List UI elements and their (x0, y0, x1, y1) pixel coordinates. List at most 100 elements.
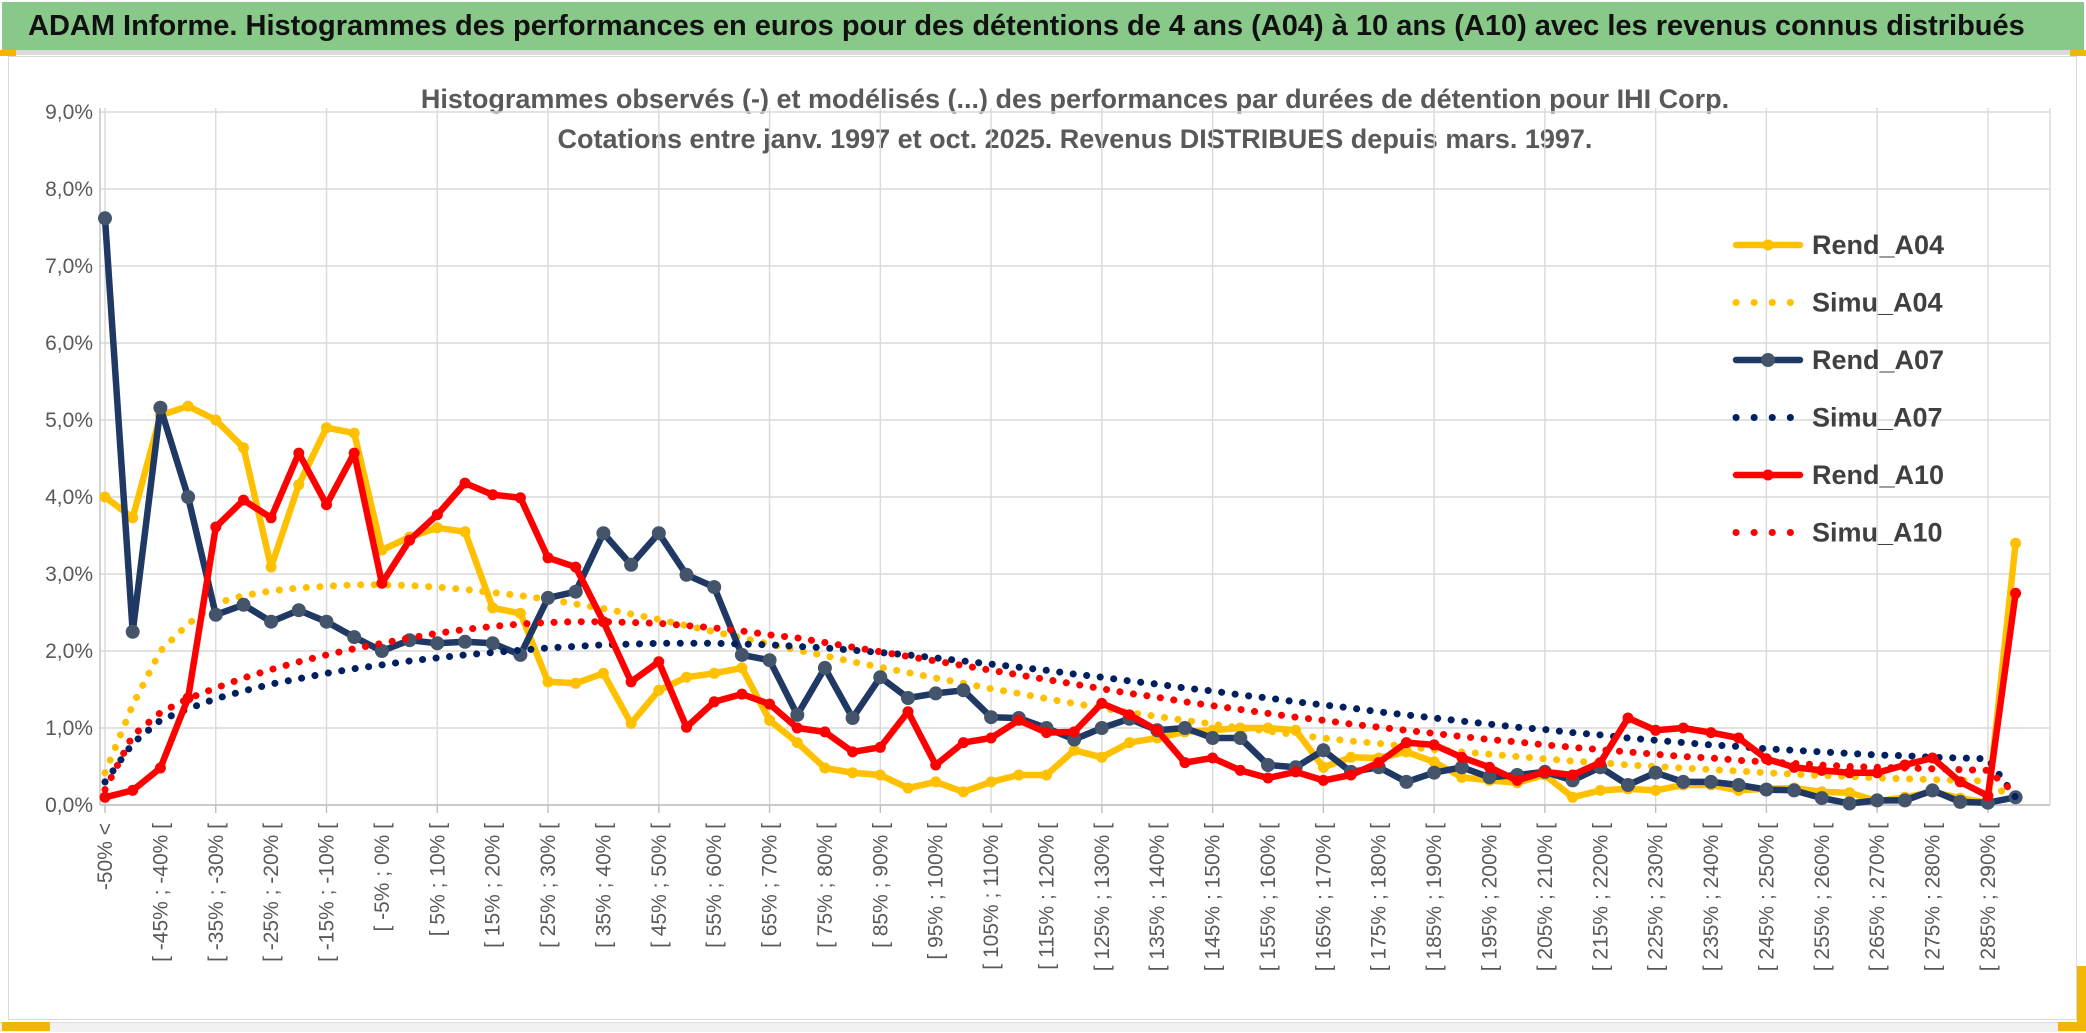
data-point-marker (1982, 790, 1994, 802)
legend-sample-marker (1762, 469, 1774, 481)
data-point-marker (1096, 697, 1108, 709)
page-title: ADAM Informe. Histogrammes des performan… (28, 9, 2025, 42)
data-point-marker (1399, 774, 1414, 789)
data-point-marker (847, 746, 859, 758)
data-point-marker (1844, 787, 1855, 799)
data-point-marker (736, 662, 748, 674)
data-point-marker (736, 688, 748, 700)
y-axis-tick-label: 7,0% (45, 255, 93, 278)
data-point-marker (568, 584, 583, 599)
x-axis-tick-label: [ 85% ; 90% [ (869, 823, 892, 948)
data-point-marker (681, 671, 692, 683)
data-point-marker (764, 698, 776, 710)
data-point-marker (1897, 793, 1912, 808)
y-axis-tick-label: 9,0% (45, 101, 93, 124)
series-line-dotted (101, 639, 2020, 801)
data-point-marker (708, 667, 720, 679)
x-axis-tick-label: [ -35% ; -30% [ (205, 823, 228, 962)
chart-title-line1: Histogrammes observés (-) et modélisés (… (420, 84, 1730, 114)
gold-accent-top-right (2070, 50, 2086, 56)
data-point-marker (514, 492, 526, 504)
data-point-marker (791, 722, 803, 734)
legend-label: Simu_A10 (1812, 518, 1943, 548)
data-point-marker (347, 630, 362, 645)
x-axis-tick-label: [ 135% ; 140% [ (1146, 823, 1169, 971)
data-point-marker (154, 762, 166, 774)
data-point-marker (1539, 766, 1551, 778)
data-point-marker (348, 427, 360, 439)
legend-sample-marker (1762, 239, 1774, 251)
data-point-marker (238, 494, 249, 506)
data-point-marker (1759, 782, 1774, 797)
data-point-marker (1677, 722, 1689, 734)
data-point-marker (376, 577, 388, 589)
data-point-marker (1927, 752, 1938, 764)
series-line-solid (101, 215, 2019, 807)
data-point-marker (625, 717, 637, 729)
data-point-marker (2010, 537, 2022, 549)
data-point-marker (791, 737, 803, 749)
data-point-marker (597, 667, 609, 679)
legend-item-Rend_A04[interactable]: Rend_A04 (1732, 230, 1944, 260)
data-point-marker (264, 614, 279, 629)
data-point-marker (1870, 793, 1885, 808)
data-point-marker (734, 647, 749, 662)
data-point-marker (653, 656, 665, 668)
data-point-marker (430, 636, 445, 651)
data-point-marker (1290, 766, 1302, 778)
x-axis-tick-label: [ 75% ; 80% [ (814, 823, 837, 948)
data-point-marker (1262, 772, 1274, 784)
data-point-marker (1567, 791, 1579, 803)
data-point-marker (1179, 757, 1191, 769)
x-axis-tick-label: [ 235% ; 240% [ (1700, 823, 1723, 971)
data-point-marker (1953, 794, 1968, 809)
page-header-bar: ADAM Informe. Histogrammes des performan… (2, 2, 2084, 50)
legend-item-Rend_A07[interactable]: Rend_A07 (1732, 345, 1944, 375)
data-point-marker (236, 597, 251, 612)
data-point-marker (125, 624, 140, 639)
x-axis-tick-label: [ 195% ; 200% [ (1479, 823, 1502, 971)
y-axis-tick-label: 4,0% (45, 486, 93, 509)
data-point-marker (653, 684, 665, 696)
data-point-marker (707, 580, 722, 595)
data-point-marker (930, 759, 942, 771)
legend-item-Rend_A10[interactable]: Rend_A10 (1732, 460, 1944, 490)
x-axis-tick-label: [ 185% ; 190% [ (1423, 823, 1446, 971)
legend-sample-marker (1761, 353, 1775, 367)
data-point-marker (708, 696, 720, 708)
x-axis-tick-label: [ 105% ; 110% [ (980, 823, 1003, 970)
data-point-marker (1124, 709, 1135, 721)
data-point-marker (1567, 769, 1579, 781)
data-point-marker (1041, 727, 1052, 739)
data-point-marker (1427, 765, 1442, 780)
data-point-marker (679, 567, 694, 582)
legend-item-Simu_A10[interactable]: Simu_A10 (1732, 518, 1943, 548)
series-Rend_A10 (99, 447, 2022, 803)
data-point-marker (459, 477, 471, 489)
series-line-dotted (101, 581, 2020, 805)
gold-accent-bottom-left (2, 1022, 50, 1031)
legend-item-Simu_A04[interactable]: Simu_A04 (1732, 288, 1943, 318)
bottom-divider (0, 1022, 2086, 1032)
x-axis-tick-label: [ -5% ; 0% [ (371, 823, 394, 932)
data-point-marker (2010, 587, 2022, 599)
data-point-marker (570, 561, 582, 573)
data-point-marker (928, 686, 943, 701)
data-point-marker (1814, 791, 1829, 806)
data-point-marker (625, 676, 637, 688)
data-point-marker (985, 732, 997, 744)
data-point-marker (1456, 771, 1468, 783)
data-point-marker (1594, 757, 1606, 769)
data-point-marker (1013, 769, 1025, 781)
x-axis-tick-label: [ 205% ; 210% [ (1534, 823, 1557, 971)
data-point-marker (374, 644, 389, 658)
data-point-marker (930, 776, 942, 788)
data-point-marker (1096, 751, 1108, 763)
data-point-marker (458, 634, 472, 649)
y-axis-tick-label: 8,0% (45, 178, 93, 201)
y-axis-tick-label: 1,0% (45, 717, 93, 740)
x-axis-tick-label: [ 215% ; 220% [ (1589, 823, 1612, 971)
data-point-marker (431, 522, 443, 534)
legend-item-Simu_A07[interactable]: Simu_A07 (1732, 403, 1943, 433)
